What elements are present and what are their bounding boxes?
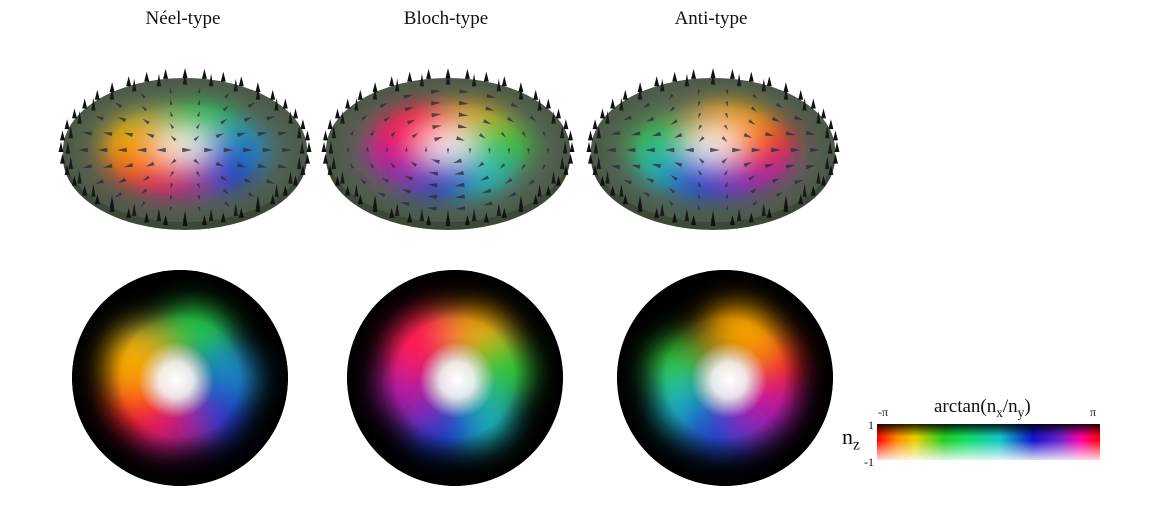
anti-skyrmion-3d — [586, 68, 840, 230]
bloch-color-map — [347, 270, 563, 486]
color-legend-bar — [877, 424, 1100, 460]
neel-color-map — [72, 270, 288, 486]
anti-color-map — [617, 270, 833, 486]
nz-tick-top: 1 — [868, 418, 874, 432]
nz-tick-bottom: -1 — [864, 455, 874, 469]
legend-tick-max: π — [1090, 405, 1097, 419]
panel-title-bloch: Bloch-type — [403, 8, 489, 29]
nz-axis-label: nz — [842, 424, 860, 454]
neel-skyrmion-3d — [58, 68, 312, 230]
bloch-skyrmion-3d — [321, 68, 575, 230]
legend-tick-min: -π — [878, 405, 889, 419]
panel-title-neel: Néel-type — [145, 8, 221, 29]
legend-title: arctan(nx/ny) — [934, 396, 1031, 420]
panel-title-anti: Anti-type — [674, 8, 748, 29]
